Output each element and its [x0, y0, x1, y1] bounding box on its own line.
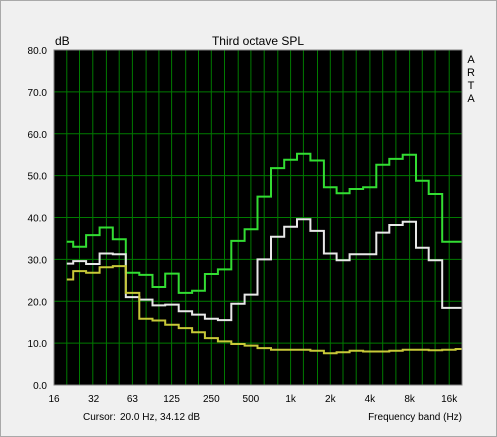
x-tick-label: 16k	[441, 394, 458, 405]
chart-title: Third octave SPL	[212, 34, 304, 48]
y-tick-labels: 0.0 10.0 20.0 30.0 40.0 50.0 60.0 70.0 80.0	[28, 46, 48, 392]
x-tick-label: 8k	[404, 394, 416, 405]
x-tick-label: 1k	[285, 394, 297, 405]
x-tick-label: 4k	[365, 394, 377, 405]
y-tick-label: 50.0	[28, 172, 48, 183]
series-line-3	[66, 265, 462, 355]
y-tick-label: 30.0	[28, 255, 48, 266]
grid-lines	[54, 49, 463, 386]
x-tick-label: 125	[163, 394, 180, 405]
x-tick-label: 2k	[325, 394, 337, 405]
y-axis-label: dB	[55, 34, 70, 48]
cursor-label: Cursor:	[83, 412, 116, 423]
x-tick-labels: 16 32 63 125 250 500 1k 2k 4k 8k 16k	[48, 394, 458, 405]
plot-border	[53, 49, 463, 386]
y-tick-label: 70.0	[28, 88, 48, 99]
x-tick-label: 16	[48, 394, 60, 405]
x-tick-label: 500	[243, 394, 260, 405]
y-tick-label: 10.0	[28, 339, 48, 350]
y-tick-label: 40.0	[28, 214, 48, 225]
x-axis-label: Frequency band (Hz)	[368, 412, 462, 423]
y-tick-label: 80.0	[28, 46, 48, 57]
y-tick-label: 60.0	[28, 130, 48, 141]
x-tick-label: 63	[127, 394, 139, 405]
cursor-readout: 20.0 Hz, 34.12 dB	[120, 412, 200, 423]
y-tick-label: 20.0	[28, 297, 48, 308]
arta-letter: R	[467, 67, 475, 79]
arta-letter: A	[467, 54, 475, 66]
arta-letter: T	[468, 80, 475, 92]
arta-letter: A	[467, 93, 475, 105]
y-tick-label: 0.0	[33, 381, 47, 392]
x-tick-label: 32	[88, 394, 100, 405]
x-tick-label: 250	[203, 394, 220, 405]
series-lines	[66, 152, 462, 355]
